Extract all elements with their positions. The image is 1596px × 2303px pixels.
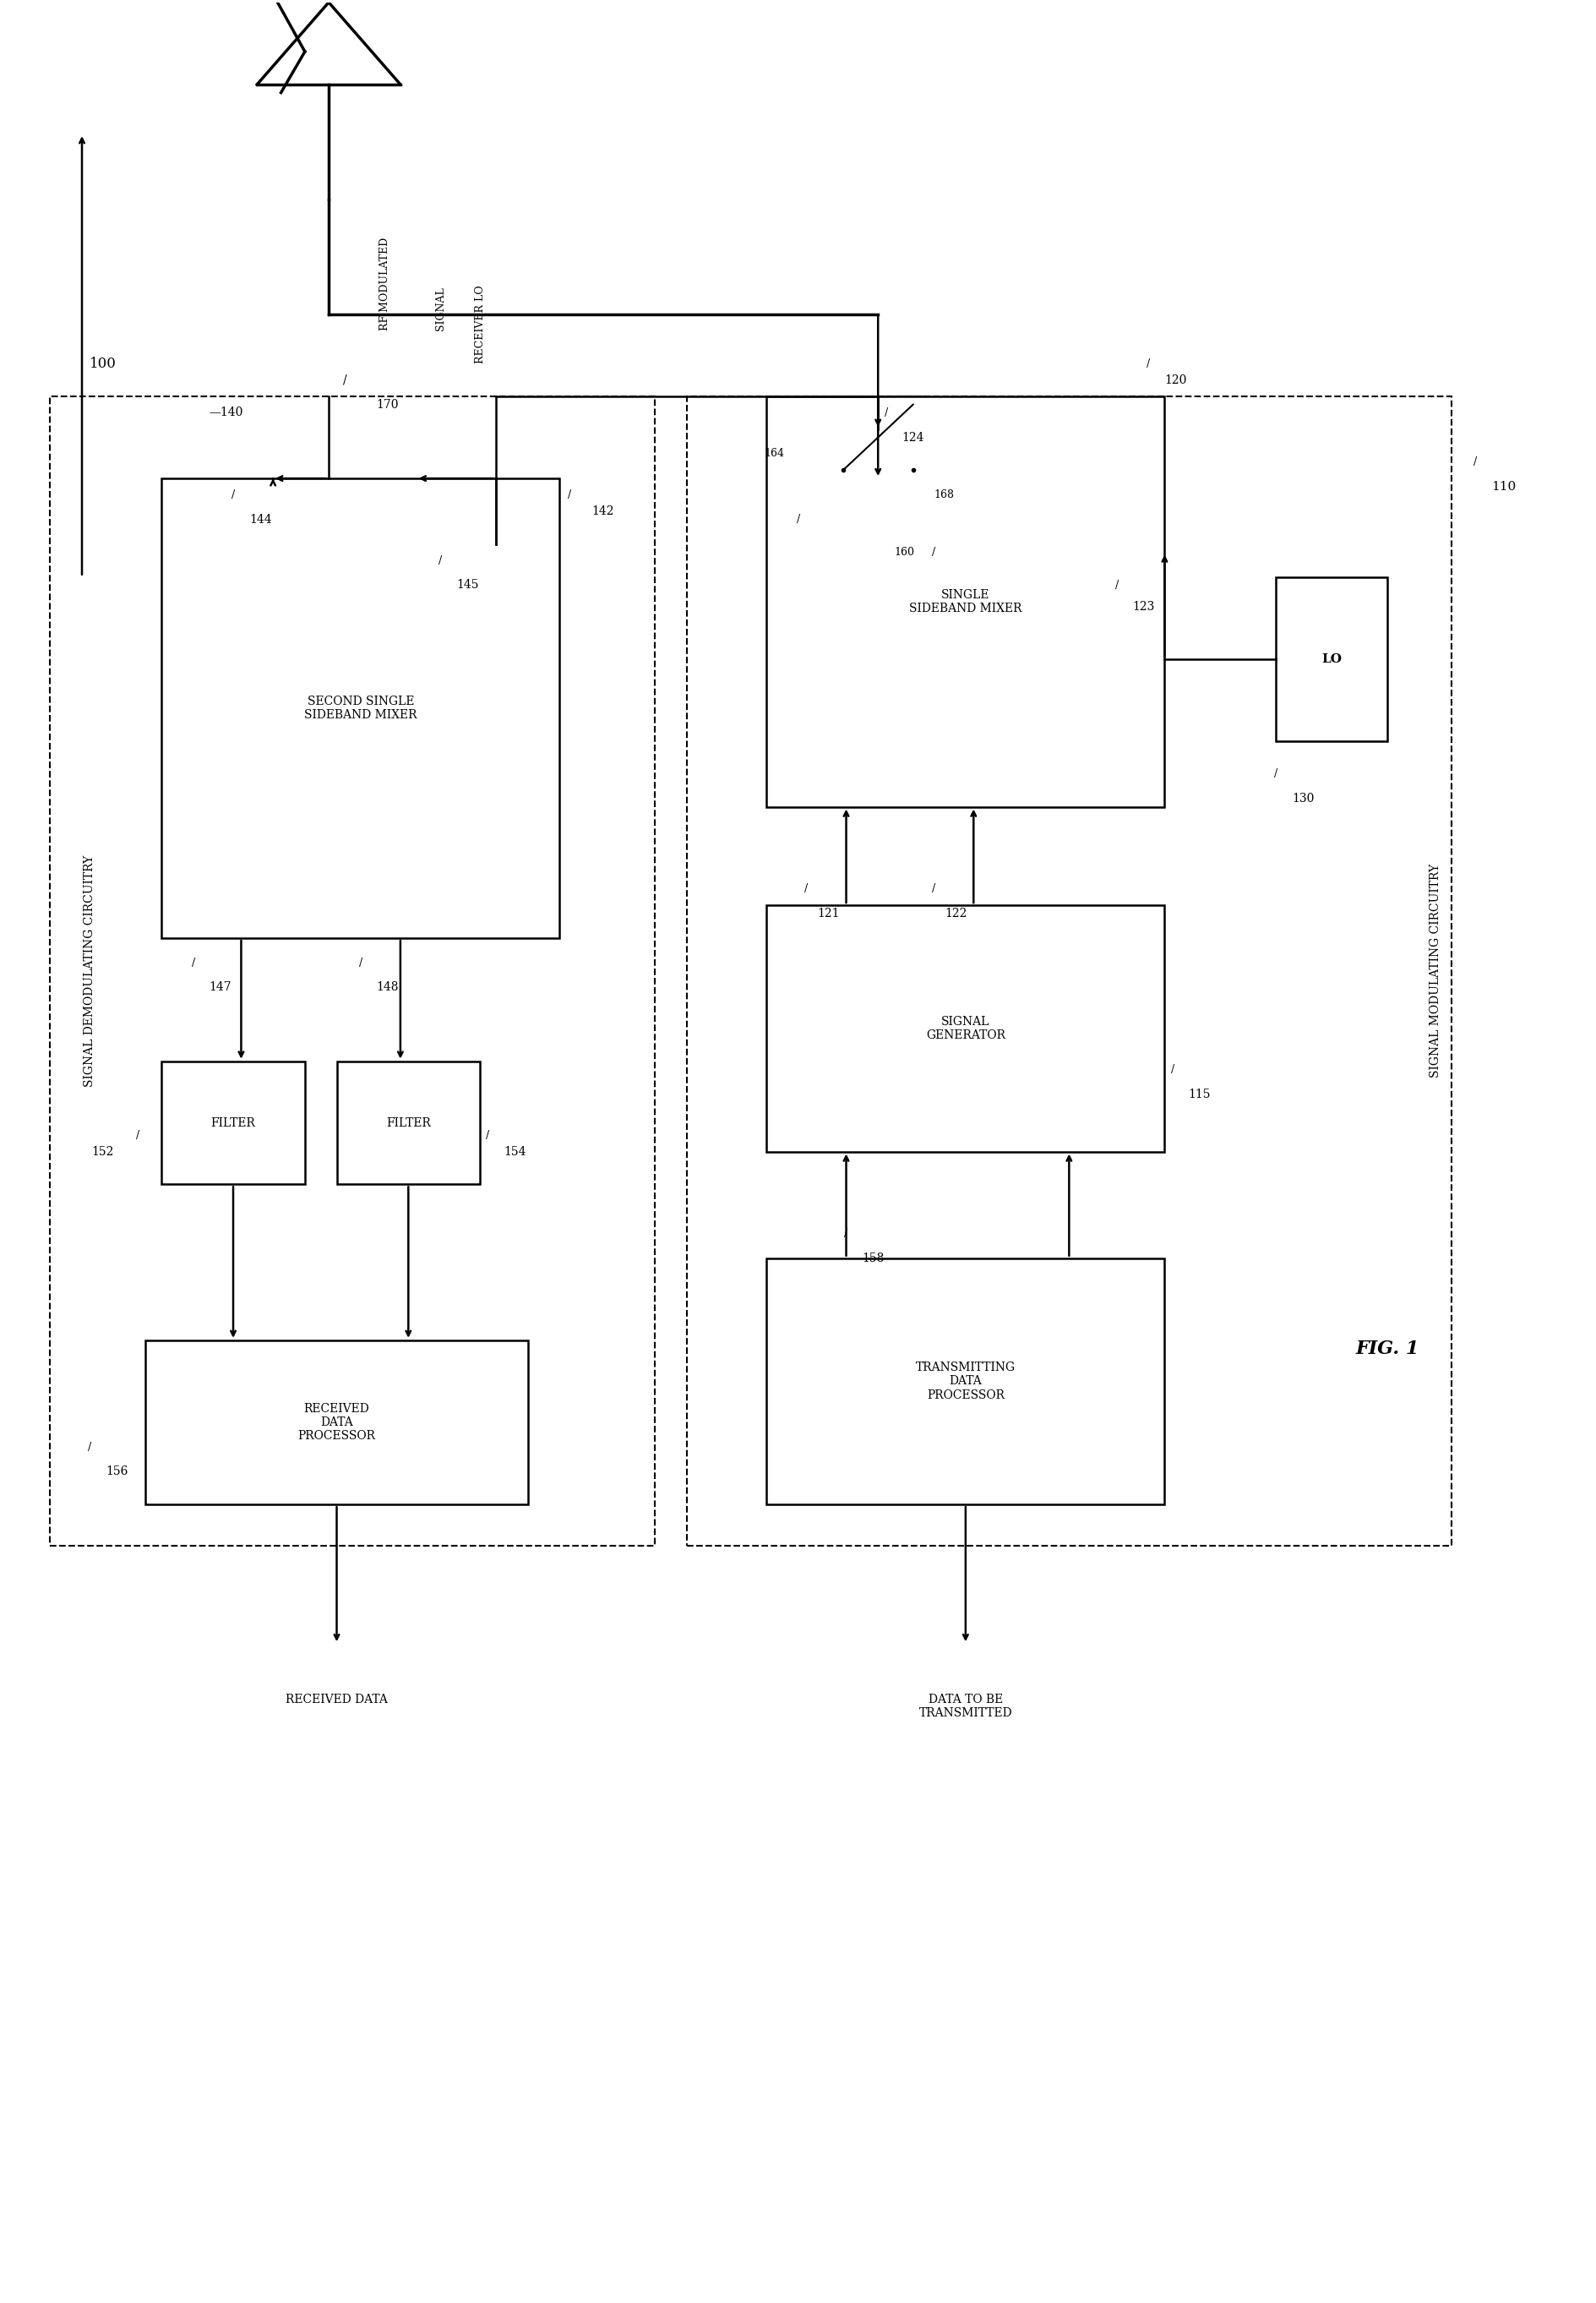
FancyBboxPatch shape: [766, 1257, 1163, 1504]
FancyBboxPatch shape: [49, 396, 654, 1545]
Text: /: /: [1146, 357, 1149, 368]
Text: /: /: [567, 488, 571, 500]
Text: 154: 154: [504, 1145, 527, 1158]
FancyBboxPatch shape: [766, 396, 1163, 806]
Text: /: /: [136, 1128, 139, 1140]
Text: SIGNAL
GENERATOR: SIGNAL GENERATOR: [926, 1016, 1005, 1041]
Text: 120: 120: [1163, 373, 1186, 387]
Text: /: /: [343, 373, 346, 387]
Text: 122: 122: [945, 907, 967, 919]
FancyBboxPatch shape: [830, 396, 926, 495]
Text: /: /: [1274, 769, 1277, 778]
Text: RECEIVER LO: RECEIVER LO: [474, 286, 485, 364]
FancyBboxPatch shape: [161, 479, 559, 937]
Text: /: /: [884, 408, 887, 419]
Text: FIG. 1: FIG. 1: [1355, 1340, 1419, 1359]
Text: 110: 110: [1491, 481, 1515, 493]
Text: FILTER: FILTER: [386, 1117, 431, 1128]
FancyBboxPatch shape: [766, 905, 1163, 1152]
Text: RF MODULATED: RF MODULATED: [378, 237, 389, 332]
Text: /: /: [1114, 580, 1119, 590]
Text: 145: 145: [456, 580, 479, 592]
Text: RECEIVED
DATA
PROCESSOR: RECEIVED DATA PROCESSOR: [298, 1403, 375, 1442]
Text: /: /: [231, 488, 235, 500]
Text: FILTER: FILTER: [211, 1117, 255, 1128]
Text: SINGLE
SIDEBAND MIXER: SINGLE SIDEBAND MIXER: [908, 590, 1021, 615]
Text: SIGNAL DEMODULATING CIRCUITRY: SIGNAL DEMODULATING CIRCUITRY: [85, 854, 96, 1087]
FancyBboxPatch shape: [161, 1062, 305, 1184]
Text: /: /: [359, 958, 362, 967]
Text: 100: 100: [89, 357, 117, 371]
Text: 115: 115: [1187, 1087, 1210, 1101]
Text: /: /: [439, 555, 442, 567]
Text: 121: 121: [817, 907, 839, 919]
FancyBboxPatch shape: [686, 396, 1451, 1545]
Text: /: /: [1170, 1064, 1173, 1076]
Text: RECEIVED DATA: RECEIVED DATA: [286, 1693, 388, 1704]
Text: /: /: [932, 546, 935, 557]
Text: SIGNAL: SIGNAL: [434, 288, 445, 332]
Text: 160: 160: [894, 546, 915, 557]
Text: /: /: [796, 514, 800, 525]
FancyBboxPatch shape: [337, 1062, 480, 1184]
Text: /: /: [804, 884, 808, 894]
Text: 152: 152: [91, 1145, 113, 1158]
Text: 148: 148: [377, 981, 399, 993]
Text: —140: —140: [209, 408, 243, 419]
Text: 164: 164: [764, 449, 784, 458]
Text: /: /: [88, 1442, 91, 1453]
FancyBboxPatch shape: [145, 1340, 527, 1504]
Text: 170: 170: [377, 398, 399, 410]
Text: TRANSMITTING
DATA
PROCESSOR: TRANSMITTING DATA PROCESSOR: [915, 1361, 1015, 1400]
Text: /: /: [844, 1227, 847, 1239]
Text: SIGNAL MODULATING CIRCUITRY: SIGNAL MODULATING CIRCUITRY: [1428, 864, 1441, 1078]
Text: 168: 168: [934, 488, 953, 500]
Text: 130: 130: [1291, 792, 1314, 804]
Text: 156: 156: [105, 1465, 128, 1479]
Text: 158: 158: [862, 1253, 884, 1264]
Text: SECOND SINGLE
SIDEBAND MIXER: SECOND SINGLE SIDEBAND MIXER: [303, 696, 417, 721]
FancyBboxPatch shape: [1275, 578, 1387, 742]
Text: DATA TO BE
TRANSMITTED: DATA TO BE TRANSMITTED: [918, 1693, 1012, 1718]
Text: LO: LO: [1321, 654, 1341, 666]
Text: 124: 124: [902, 431, 924, 442]
Text: /: /: [192, 958, 195, 967]
Text: /: /: [1473, 456, 1476, 468]
Text: /: /: [932, 884, 935, 894]
Text: 123: 123: [1132, 601, 1154, 613]
Text: /: /: [485, 1128, 490, 1140]
Text: 147: 147: [209, 981, 231, 993]
Text: 142: 142: [591, 504, 613, 518]
Text: 144: 144: [249, 514, 271, 525]
